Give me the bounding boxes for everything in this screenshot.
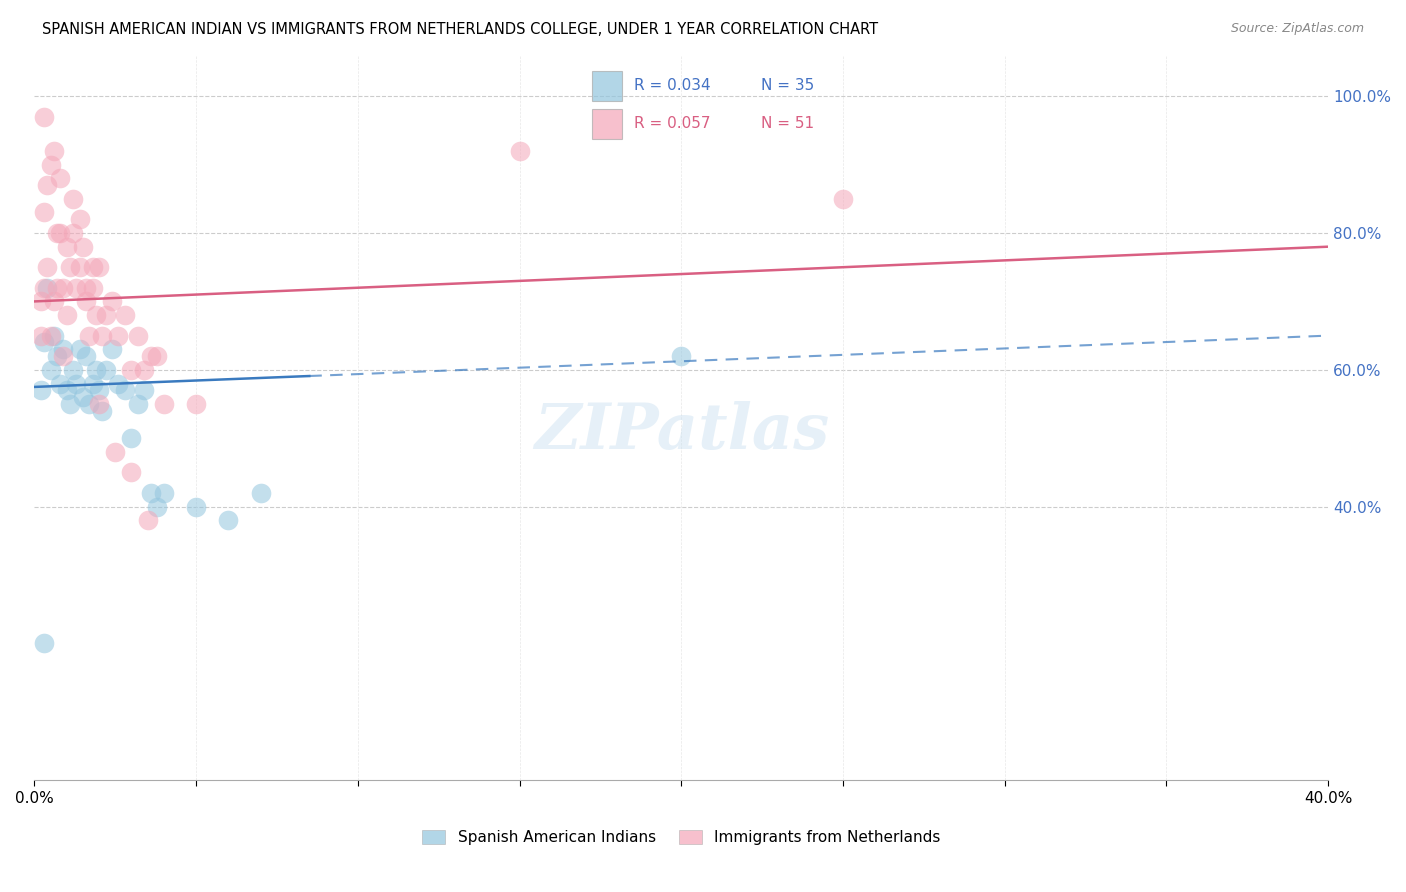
Point (79, 397, 101, 411)
Point (82, 281, 104, 295)
Point (65, 281, 87, 295)
Point (30, 294, 52, 309)
Point (87, 260, 110, 275)
Point (46, 349, 69, 363)
Point (832, 192, 855, 206)
Point (146, 349, 169, 363)
Point (82, 376, 104, 391)
Legend: Spanish American Indians, Immigrants from Netherlands: Spanish American Indians, Immigrants fro… (422, 830, 941, 845)
Point (72, 390, 94, 404)
FancyBboxPatch shape (592, 71, 621, 101)
Point (184, 397, 207, 411)
Point (52, 281, 75, 295)
Point (32, 110, 55, 124)
Point (152, 486, 174, 500)
Point (184, 500, 207, 514)
Point (69, 343, 91, 357)
Point (55, 240, 77, 254)
Point (55, 308, 77, 322)
Point (136, 513, 159, 527)
Point (107, 328, 129, 343)
Point (84, 363, 107, 377)
Point (75, 294, 97, 309)
Point (42, 328, 65, 343)
Point (671, 349, 693, 363)
Point (37, 178, 59, 193)
Point (55, 384, 77, 398)
Point (32, 281, 55, 295)
Point (134, 384, 156, 398)
Text: R = 0.034: R = 0.034 (634, 78, 710, 93)
Point (37, 281, 59, 295)
Text: N = 35: N = 35 (761, 78, 814, 93)
Point (59, 397, 82, 411)
Point (101, 294, 124, 309)
Point (62, 226, 84, 240)
Point (49, 171, 72, 186)
Point (42, 144, 65, 158)
Point (120, 431, 142, 445)
Point (69, 260, 91, 275)
Point (146, 500, 169, 514)
Point (37, 260, 59, 275)
FancyBboxPatch shape (592, 109, 621, 139)
Point (30, 384, 52, 398)
Point (39, 158, 62, 172)
Point (249, 486, 271, 500)
Point (82, 260, 104, 275)
Point (139, 486, 162, 500)
Point (65, 376, 87, 391)
Point (84, 308, 107, 322)
Point (52, 349, 75, 363)
Text: SPANISH AMERICAN INDIAN VS IMMIGRANTS FROM NETHERLANDS COLLEGE, UNDER 1 YEAR COR: SPANISH AMERICAN INDIAN VS IMMIGRANTS FR… (42, 22, 879, 37)
Text: Source: ZipAtlas.com: Source: ZipAtlas.com (1230, 22, 1364, 36)
Point (62, 192, 84, 206)
Point (32, 636, 55, 650)
Point (91, 404, 114, 418)
Point (75, 281, 97, 295)
Point (62, 363, 84, 377)
Point (94, 363, 117, 377)
Point (59, 260, 82, 275)
Point (104, 445, 127, 459)
Point (217, 513, 239, 527)
Point (46, 226, 69, 240)
Point (134, 363, 156, 377)
Point (42, 294, 65, 309)
Point (39, 363, 62, 377)
Point (139, 349, 162, 363)
Point (32, 335, 55, 350)
Point (152, 397, 174, 411)
Point (91, 328, 114, 343)
Text: ZIPatlas: ZIPatlas (534, 401, 830, 463)
Point (120, 466, 142, 480)
Point (49, 376, 72, 391)
Point (114, 384, 136, 398)
Point (120, 363, 142, 377)
Point (87, 397, 110, 411)
Point (101, 343, 124, 357)
Point (69, 212, 91, 227)
Point (39, 328, 62, 343)
Point (94, 308, 117, 322)
Point (49, 226, 72, 240)
Point (127, 328, 149, 343)
Point (127, 397, 149, 411)
Text: R = 0.057: R = 0.057 (634, 116, 710, 131)
Point (509, 144, 531, 158)
Point (79, 328, 101, 343)
Point (114, 308, 136, 322)
Point (30, 328, 52, 343)
Point (87, 384, 110, 398)
Point (32, 205, 55, 219)
Point (75, 349, 97, 363)
Text: N = 51: N = 51 (761, 116, 814, 131)
Point (52, 343, 75, 357)
Point (72, 240, 94, 254)
Point (46, 281, 69, 295)
Point (107, 376, 129, 391)
